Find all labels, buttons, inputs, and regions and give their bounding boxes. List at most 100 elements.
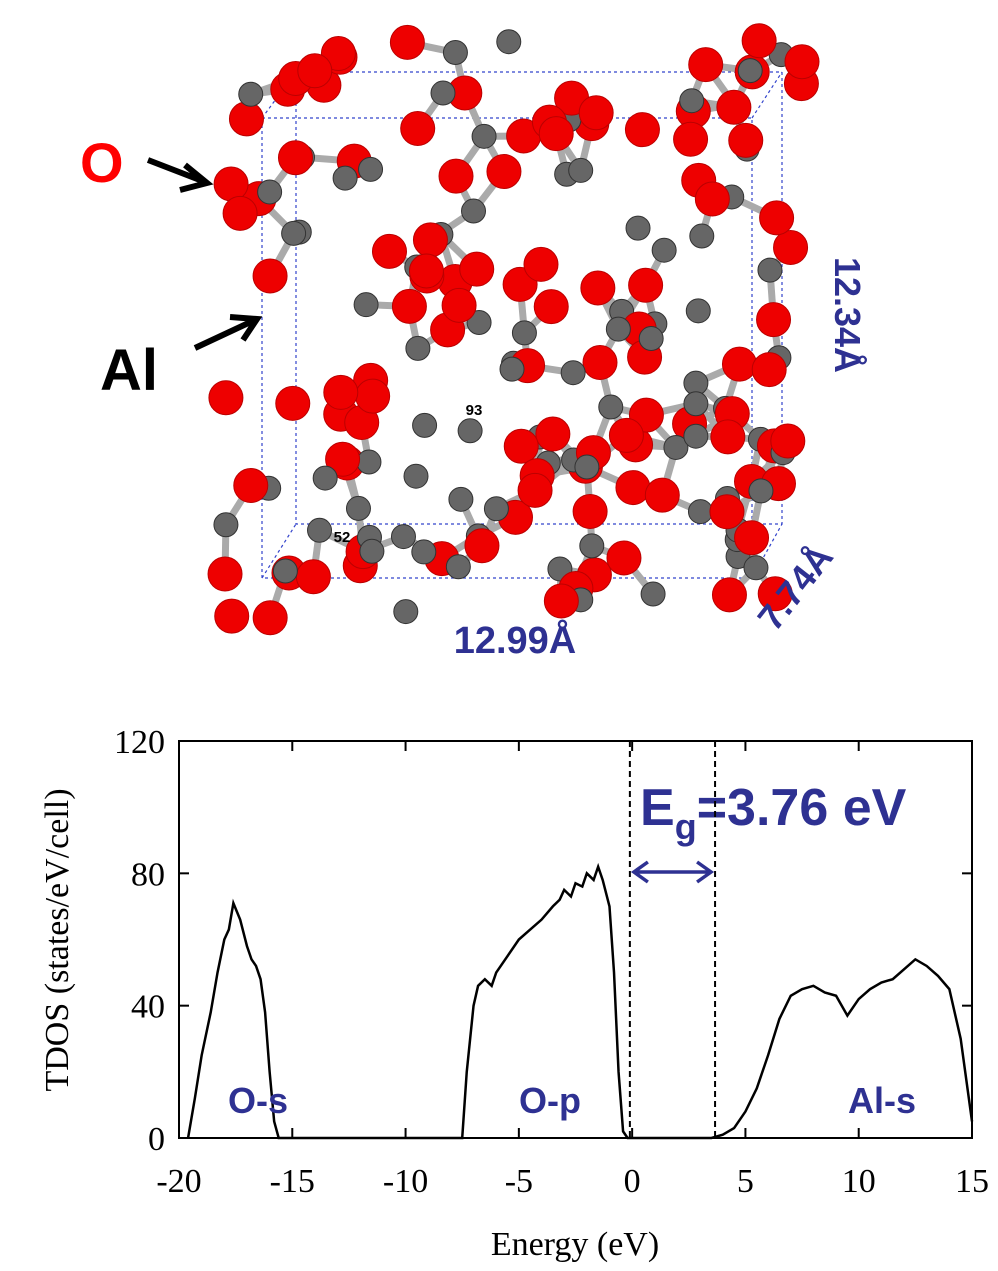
oxygen-atom xyxy=(518,473,552,507)
x-tick-label: 5 xyxy=(737,1163,754,1200)
x-tick-label: -5 xyxy=(505,1163,533,1200)
aluminum-atom xyxy=(749,479,773,503)
aluminum-atom xyxy=(406,336,430,360)
aluminum-atom xyxy=(606,317,630,341)
aluminum-atom xyxy=(500,357,524,381)
oxygen-atom xyxy=(757,303,791,337)
oxygen-atom xyxy=(771,424,805,458)
aluminum-atom xyxy=(684,392,708,416)
oxygen-atom xyxy=(581,271,615,305)
oxygen-atom xyxy=(760,201,794,235)
oxygen-atom xyxy=(390,25,424,59)
oxygen-atom xyxy=(616,471,650,505)
aluminum-atom xyxy=(239,82,263,106)
oxygen-atom xyxy=(298,54,332,88)
aluminum-atom xyxy=(413,413,437,437)
oxygen-atom xyxy=(539,117,573,151)
aluminum-atom xyxy=(412,540,436,564)
aluminum-atom xyxy=(472,124,496,148)
aluminum-atom xyxy=(599,395,623,419)
oxygen-atom xyxy=(609,418,643,452)
oxygen-atom xyxy=(534,290,568,324)
aluminum-atom xyxy=(431,81,455,105)
oxygen-atom xyxy=(695,182,729,216)
dimension: 12.34Å xyxy=(827,257,868,373)
aluminum-atom xyxy=(449,487,473,511)
oxygen-atom xyxy=(722,347,756,381)
oxygen-atom xyxy=(625,113,659,147)
oxygen-atom xyxy=(524,247,558,281)
oxygen-atom xyxy=(729,123,763,157)
structure xyxy=(208,24,819,635)
atom-id: 52 xyxy=(334,529,351,546)
aluminum-atom xyxy=(346,496,370,520)
aluminum-atom xyxy=(744,556,768,580)
oxygen-atom xyxy=(742,24,776,58)
band-label: Al-s xyxy=(848,1080,916,1121)
oxygen-atom xyxy=(583,346,617,380)
oxygen-atom xyxy=(536,417,570,451)
chart: Energy (eV) TDOS (states/eV/cell) Eg=3.7… xyxy=(39,724,989,1263)
aluminum-atom xyxy=(391,525,415,549)
oxygen-atom xyxy=(645,478,679,512)
aluminum-atom xyxy=(639,327,663,351)
aluminum-atom xyxy=(357,450,381,474)
aluminum-atom xyxy=(688,500,712,524)
oxygen-atom xyxy=(579,96,613,130)
aluminum-atom xyxy=(308,518,332,542)
gap-label-value: =3.76 eV xyxy=(697,779,907,837)
oxygen-atom xyxy=(712,578,746,612)
gap-arrow xyxy=(634,862,711,882)
x-tick-label: 0 xyxy=(624,1163,641,1200)
aluminum-atom xyxy=(758,258,782,282)
aluminum-atom xyxy=(443,41,467,65)
aluminum-atom xyxy=(273,559,297,583)
aluminum-atom xyxy=(575,455,599,479)
oxygen-atom xyxy=(487,155,521,189)
oxygen-atom xyxy=(324,375,358,409)
aluminum-atom xyxy=(360,539,384,563)
oxygen-atom xyxy=(573,494,607,528)
oxygen-atom xyxy=(276,386,310,420)
aluminum-atom xyxy=(404,464,428,488)
oxygen-atom xyxy=(735,521,769,555)
oxygen-atom xyxy=(785,45,819,79)
x-axis-title: Energy (eV) xyxy=(491,1226,659,1263)
aluminum-atom xyxy=(690,224,714,248)
oxygen-atom xyxy=(401,111,435,145)
aluminum-atom xyxy=(258,180,282,204)
oxygen-atom xyxy=(674,122,708,156)
x-tick-label: -15 xyxy=(270,1163,315,1200)
gap-label: Eg=3.76 eV xyxy=(640,779,907,847)
x-tick-label: 15 xyxy=(955,1163,989,1200)
oxygen-atom xyxy=(278,141,312,175)
oxygen-atom xyxy=(392,289,426,323)
aluminum-atom xyxy=(354,293,378,317)
oxygen-atom xyxy=(711,420,745,454)
aluminum-atom xyxy=(282,221,306,245)
oxygen-atom xyxy=(214,167,248,201)
aluminum-atom xyxy=(484,497,508,521)
figure: O Al 93 52 12.34Å 7.74Å 12.99Å Energy (e… xyxy=(0,0,998,1271)
oxygen-atom xyxy=(209,381,243,415)
aluminum-atom xyxy=(680,89,704,113)
gap-label-sub: g xyxy=(675,806,697,847)
oxygen-atom xyxy=(629,268,663,302)
band-label: O-p xyxy=(519,1080,581,1121)
aluminum-atom xyxy=(561,361,585,385)
x-tick-label: -10 xyxy=(383,1163,428,1200)
arrow xyxy=(195,317,257,348)
oxygen-atom xyxy=(208,557,242,591)
atom-id: 93 xyxy=(466,402,483,419)
oxygen-atom xyxy=(544,584,578,618)
aluminum-atom xyxy=(684,424,708,448)
dimension: 12.99Å xyxy=(454,618,577,662)
aluminum-atom xyxy=(458,419,482,443)
oxygen-atom xyxy=(504,429,538,463)
atom-label: Al xyxy=(100,338,158,403)
oxygen-atom xyxy=(442,288,476,322)
oxygen-atom xyxy=(774,231,808,265)
aluminum-atom xyxy=(641,582,665,606)
oxygen-atom xyxy=(356,379,390,413)
arrow xyxy=(148,160,207,190)
